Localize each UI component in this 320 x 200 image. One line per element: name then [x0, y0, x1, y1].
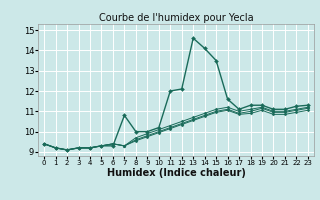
X-axis label: Humidex (Indice chaleur): Humidex (Indice chaleur)	[107, 168, 245, 178]
Title: Courbe de l'humidex pour Yecla: Courbe de l'humidex pour Yecla	[99, 13, 253, 23]
